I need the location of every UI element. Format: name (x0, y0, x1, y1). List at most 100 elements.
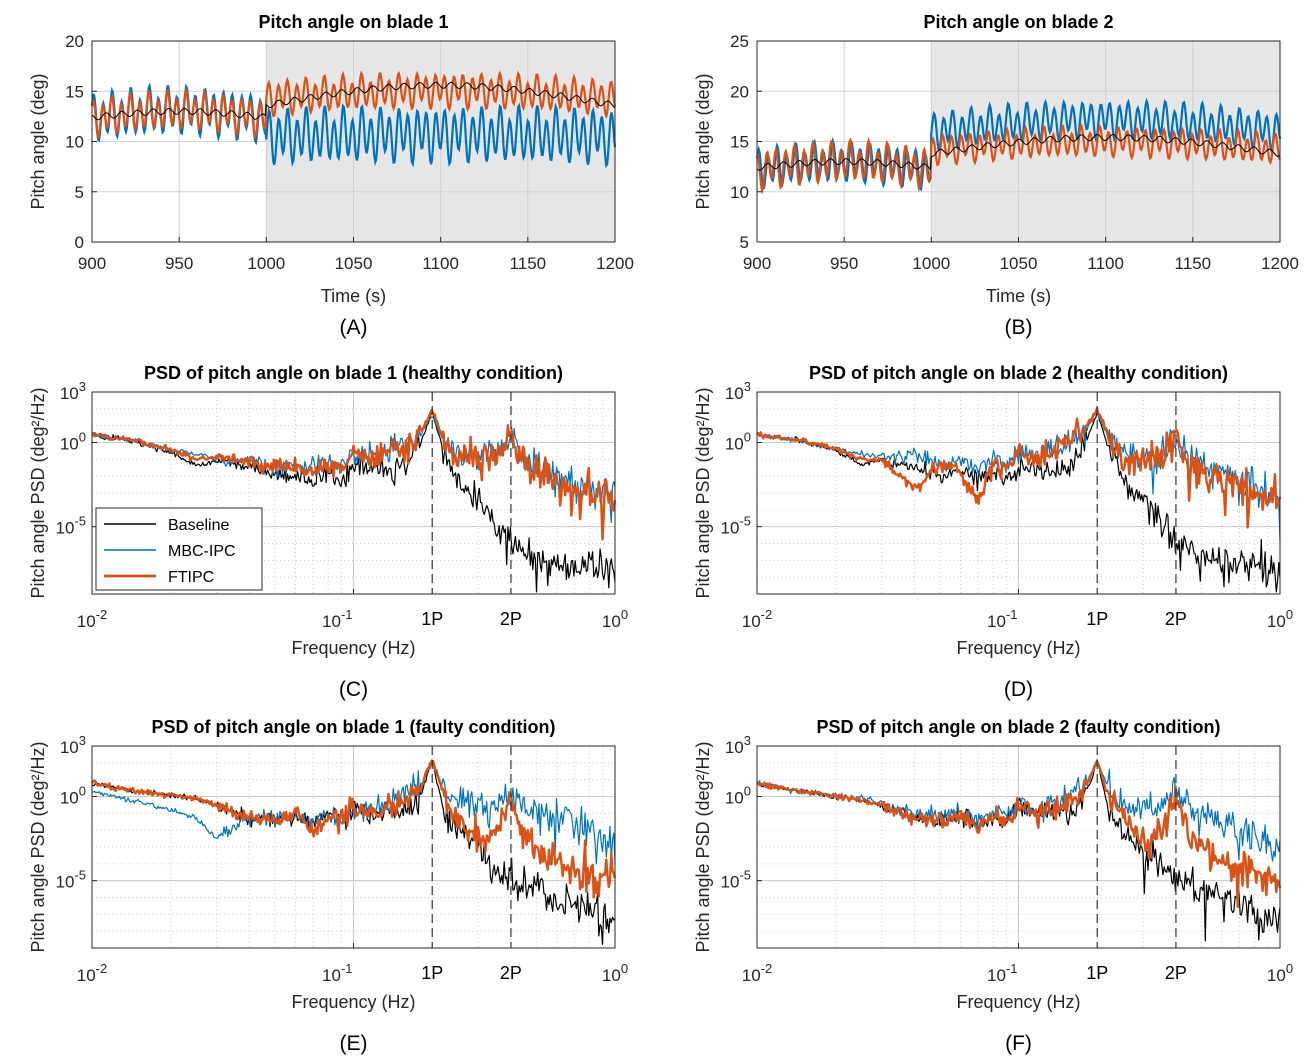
plot-frame-B (756, 40, 1281, 243)
x-tick-label-C: 100 (602, 607, 628, 631)
chart-title-B: Pitch angle on blade 2 (923, 12, 1113, 32)
legend-label-baseline: Baseline (168, 517, 229, 534)
legend-label-mbc-ipc: MBC-IPC (168, 543, 236, 560)
x-tick-label-A: 950 (165, 254, 193, 273)
x-tick-label-A: 1050 (335, 254, 373, 273)
series-line-ftipc-F (756, 759, 1282, 909)
y-tick-label-E: 10-5 (56, 868, 86, 892)
series-line-ftipc-A (90, 70, 617, 141)
x-tick-label-B: 1150 (1175, 254, 1212, 273)
plot-frame-A (91, 40, 616, 243)
chart-title-F: PSD of pitch angle on blade 2 (faulty co… (816, 717, 1220, 737)
chart-title-E: PSD of pitch angle on blade 1 (faulty co… (151, 717, 555, 737)
x-axis-label-D: Frequency (Hz) (956, 638, 1080, 658)
panel-caption-A: (A) (340, 316, 368, 339)
y-tick-label-A: 20 (65, 32, 84, 51)
y-axis-label-E: Pitch angle PSD (deg²/Hz) (28, 741, 48, 952)
y-tick-label-C: 10-5 (56, 514, 86, 538)
y-axis-label-A: Pitch angle (deg) (28, 73, 48, 209)
marker-label-2p-C: 2P (500, 609, 522, 629)
x-tick-label-B: 1000 (912, 254, 950, 273)
y-tick-label-B: 20 (730, 82, 749, 101)
legend-label-ftipc: FTIPC (168, 569, 214, 586)
x-tick-label-F: 100 (1267, 961, 1293, 985)
series-line-baseline-B (756, 133, 1281, 171)
series-line-baseline-C (91, 412, 616, 593)
plot-frame-E (91, 745, 616, 949)
y-tick-label-A: 0 (75, 233, 84, 252)
series-line-baseline-D (756, 411, 1281, 593)
marker-label-2p-F: 2P (1165, 963, 1187, 983)
plot-frame-F (756, 745, 1281, 949)
y-axis-label-C: Pitch angle PSD (deg²/Hz) (28, 387, 48, 598)
chart-F: 1P 2P 10-2 10-1 100 10-5 100 103 PSD of pitch an… (693, 717, 1293, 1055)
marker-label-2p-D: 2P (1165, 609, 1187, 629)
x-tick-label-B: 1200 (1261, 254, 1299, 273)
panel-caption-F: (F) (1005, 1032, 1032, 1055)
x-tick-label-A: 1000 (247, 254, 285, 273)
x-axis-label-B: Time (s) (986, 286, 1051, 306)
x-tick-label-C: 10-2 (77, 607, 107, 631)
panel-caption-C: (C) (339, 678, 368, 701)
marker-label-1p-C: 1P (421, 609, 443, 629)
y-tick-label-D: 10-5 (721, 514, 751, 538)
chart-title-D: PSD of pitch angle on blade 2 (healthy c… (809, 363, 1228, 383)
marker-label-1p-D: 1P (1086, 609, 1108, 629)
marker-label-1p-E: 1P (421, 963, 443, 983)
y-axis-label-B: Pitch angle (deg) (693, 73, 713, 209)
x-tick-label-E: 10-2 (77, 961, 107, 985)
chart-E: 1P 2P 10-2 10-1 100 10-5 100 103 PSD of pitch an… (28, 717, 628, 1055)
y-tick-label-E: 100 (60, 784, 86, 808)
series-line-baseline-A (91, 81, 616, 121)
x-tick-label-C: 10-1 (322, 607, 352, 631)
panel-caption-B: (B) (1005, 316, 1033, 339)
y-tick-label-D: 100 (725, 430, 751, 454)
y-tick-label-F: 100 (725, 784, 751, 808)
y-tick-label-A: 15 (65, 82, 84, 101)
y-tick-label-B: 15 (730, 133, 749, 152)
x-tick-label-A: 1200 (596, 254, 634, 273)
plot-frame-C (91, 391, 616, 595)
x-tick-label-B: 1100 (1087, 254, 1124, 273)
y-tick-label-A: 5 (75, 183, 84, 202)
y-tick-label-B: 25 (730, 32, 749, 51)
panel-caption-D: (D) (1004, 678, 1033, 701)
marker-label-2p-E: 2P (500, 963, 522, 983)
x-tick-label-B: 900 (743, 254, 771, 273)
y-tick-label-B: 5 (740, 233, 749, 252)
chart-A: 900 950 1000 1050 1100 1150 1200 0 5 10 15 20 Pitch … (28, 12, 634, 339)
x-axis-label-F: Frequency (Hz) (956, 992, 1080, 1012)
x-tick-label-D: 10-2 (742, 607, 772, 631)
x-tick-label-B: 1050 (1000, 254, 1038, 273)
legend: Baseline MBC-IPC FTIPC (95, 507, 263, 591)
x-tick-label-A: 900 (78, 254, 106, 273)
y-tick-label-F: 103 (725, 733, 751, 757)
x-tick-label-D: 10-1 (987, 607, 1017, 631)
panel-caption-E: (E) (340, 1032, 368, 1055)
y-axis-label-D: Pitch angle PSD (deg²/Hz) (693, 387, 713, 598)
x-tick-label-D: 100 (1267, 607, 1293, 631)
chart-D: 1P 2P 10-2 10-1 100 10-5 100 103 PSD of pitch an… (693, 363, 1293, 701)
y-axis-label-F: Pitch angle PSD (deg²/Hz) (693, 741, 713, 952)
series-line-ftipc-E (90, 759, 617, 899)
y-tick-label-C: 103 (60, 379, 86, 403)
y-tick-label-C: 100 (60, 430, 86, 454)
series-line-ftipc-C (90, 408, 617, 541)
x-tick-label-F: 10-1 (987, 961, 1017, 985)
y-tick-label-A: 10 (65, 133, 84, 152)
chart-title-C: PSD of pitch angle on blade 1 (healthy c… (144, 363, 563, 383)
x-axis-label-E: Frequency (Hz) (291, 992, 415, 1012)
y-tick-label-E: 103 (60, 733, 86, 757)
x-tick-label-E: 10-1 (322, 961, 352, 985)
series-line-ftipc-B (756, 122, 1281, 195)
y-tick-label-D: 103 (725, 379, 751, 403)
x-tick-label-F: 10-2 (742, 961, 772, 985)
chart-title-A: Pitch angle on blade 1 (258, 12, 448, 32)
marker-label-1p-F: 1P (1086, 963, 1108, 983)
x-axis-label-A: Time (s) (321, 286, 386, 306)
y-tick-label-F: 10-5 (721, 868, 751, 892)
x-tick-label-B: 950 (830, 254, 858, 273)
y-tick-label-B: 10 (730, 183, 749, 202)
x-tick-label-A: 1150 (510, 254, 547, 273)
